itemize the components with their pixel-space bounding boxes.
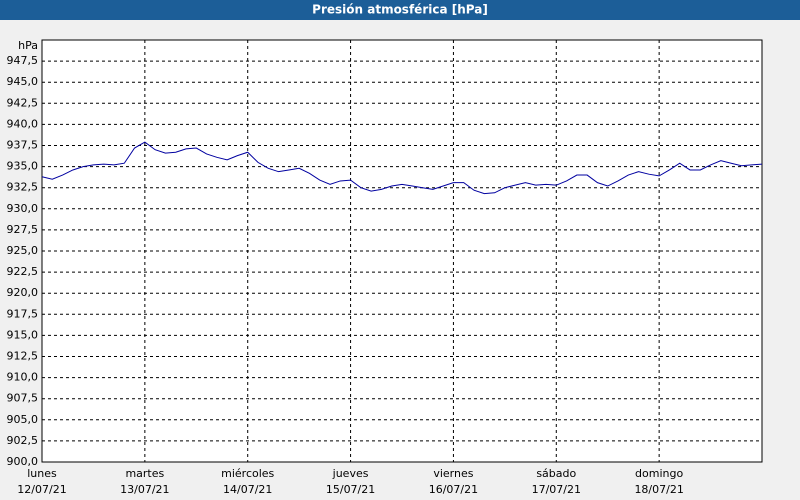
y-tick-label: 902,5: [7, 434, 39, 447]
y-tick-label: 940,0: [7, 117, 39, 130]
y-tick-label: 920,0: [7, 286, 39, 299]
y-tick-label: 922,5: [7, 265, 39, 278]
y-tick-label: 912,5: [7, 350, 39, 363]
y-tick-label: 935,0: [7, 160, 39, 173]
x-tick-label: miércoles: [221, 467, 274, 480]
x-tick-label: viernes: [433, 467, 473, 480]
x-tick-label: martes: [125, 467, 164, 480]
x-tick-date: 12/07/21: [17, 483, 66, 496]
x-tick-date: 16/07/21: [429, 483, 478, 496]
y-tick-label: 942,5: [7, 96, 39, 109]
x-tick-label: sábado: [536, 467, 576, 480]
y-tick-label: 900,0: [7, 455, 39, 468]
y-tick-label: 925,0: [7, 244, 39, 257]
chart-title: Presión atmosférica [hPa]: [312, 3, 488, 17]
x-tick-label: lunes: [27, 467, 57, 480]
y-tick-label: 905,0: [7, 413, 39, 426]
x-tick-date: 13/07/21: [120, 483, 169, 496]
y-tick-label: 907,5: [7, 392, 39, 405]
y-tick-label: 910,0: [7, 371, 39, 384]
x-tick-date: 15/07/21: [326, 483, 375, 496]
y-unit: hPa: [18, 39, 38, 52]
y-tick-label: 917,5: [7, 307, 39, 320]
y-tick-label: 927,5: [7, 223, 39, 236]
title-bar: [0, 0, 800, 20]
x-tick-label: jueves: [332, 467, 369, 480]
y-tick-label: 932,5: [7, 181, 39, 194]
x-tick-label: domingo: [635, 467, 683, 480]
y-tick-label: 947,5: [7, 54, 39, 67]
y-tick-label: 937,5: [7, 139, 39, 152]
y-tick-label: 915,0: [7, 328, 39, 341]
x-tick-date: 18/07/21: [634, 483, 683, 496]
x-tick-date: 14/07/21: [223, 483, 272, 496]
y-tick-label: 945,0: [7, 75, 39, 88]
plot-border: [41, 39, 763, 463]
y-tick-label: 930,0: [7, 202, 39, 215]
data-line: [41, 141, 763, 195]
x-tick-date: 17/07/21: [532, 483, 581, 496]
